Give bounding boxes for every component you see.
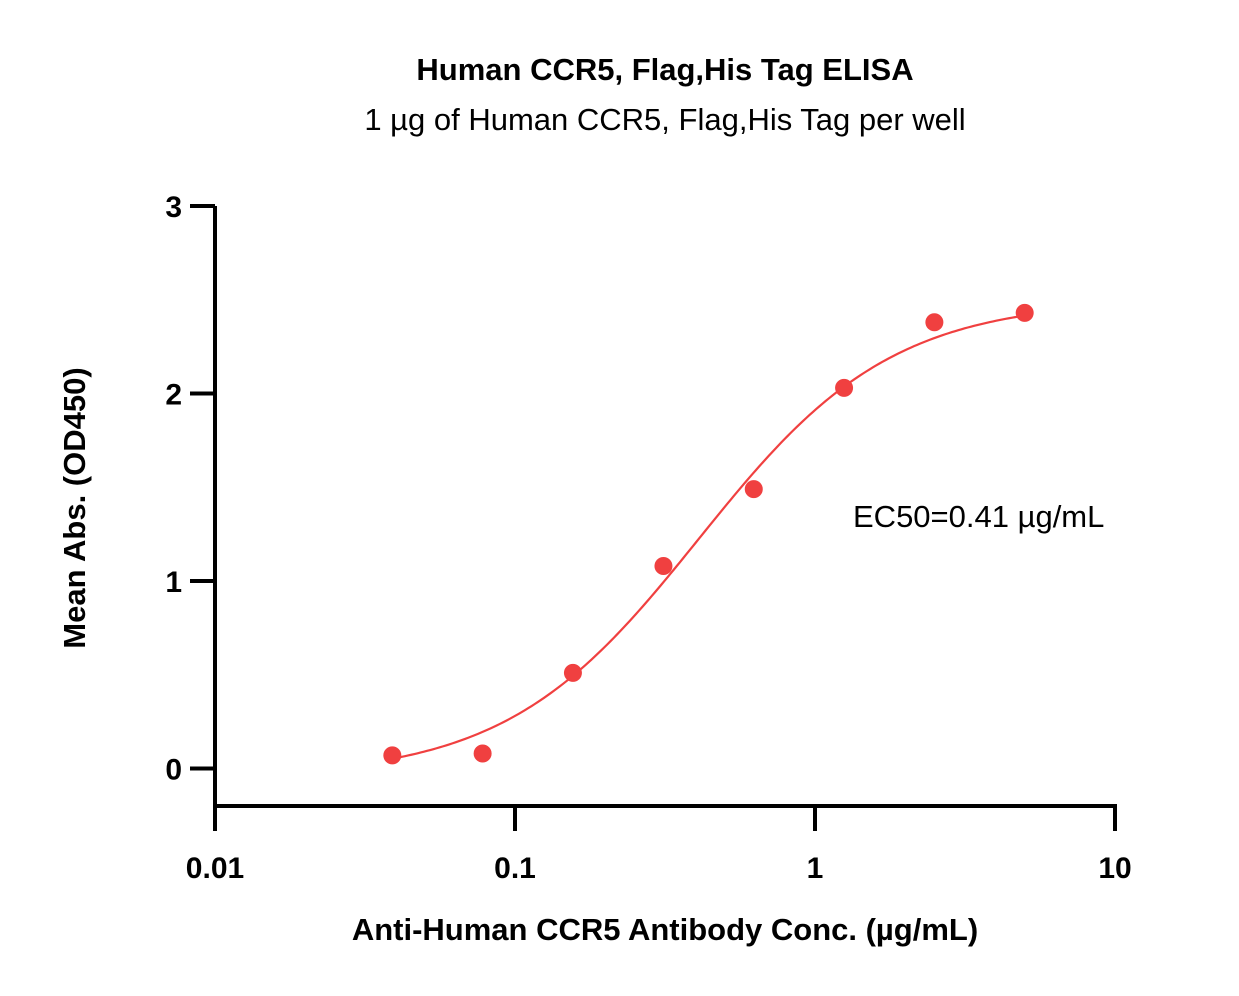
x-ticks: 0.01 0.1 1 10: [186, 806, 1132, 885]
x-tick-label: 10: [1098, 852, 1131, 885]
chart-subtitle: 1 µg of Human CCR5, Flag,His Tag per wel…: [364, 102, 965, 137]
data-point: [473, 744, 492, 763]
axes: 0 1 2 3 0.01 0.1 1 10: [165, 191, 1131, 885]
data-point: [383, 746, 402, 765]
data-point: [925, 313, 944, 332]
data-point: [654, 557, 673, 575]
y-tick-label: 2: [165, 379, 182, 412]
x-tick-label: 0.01: [186, 852, 244, 885]
y-tick-label: 1: [165, 566, 182, 599]
ec50-annotation: EC50=0.41 µg/mL: [853, 499, 1104, 534]
x-tick-label: 0.1: [494, 852, 536, 885]
data-point: [563, 663, 582, 682]
x-tick-label: 1: [807, 852, 824, 885]
fit-curve: [392, 314, 1025, 760]
y-tick-label: 0: [165, 754, 182, 787]
data-point: [1015, 303, 1034, 322]
y-ticks: 0 1 2 3: [165, 191, 215, 787]
y-axis-label: Mean Abs. (OD450): [57, 367, 92, 648]
data-point: [835, 378, 854, 397]
chart-title: Human CCR5, Flag,His Tag ELISA: [416, 52, 913, 87]
x-axis-label: Anti-Human CCR5 Antibody Conc. (µg/mL): [352, 912, 978, 947]
data-point: [744, 480, 763, 499]
y-tick-label: 3: [165, 191, 182, 224]
data-points: [383, 303, 1034, 765]
